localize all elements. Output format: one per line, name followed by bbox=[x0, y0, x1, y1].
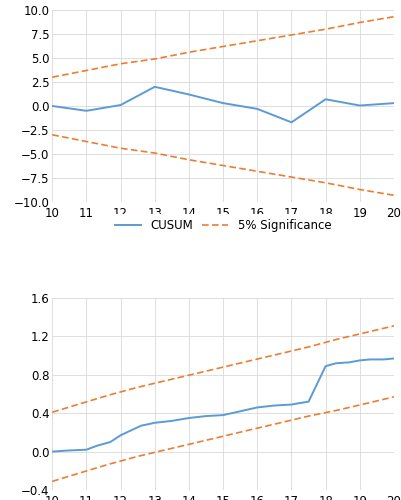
CUSUM of Squares bbox=[391, 356, 395, 362]
5% Significance bbox=[135, 384, 140, 390]
CUSUM bbox=[254, 106, 259, 112]
CUSUM bbox=[288, 120, 293, 126]
CUSUM bbox=[391, 100, 395, 106]
CUSUM bbox=[322, 96, 327, 102]
CUSUM of Squares bbox=[138, 422, 143, 428]
5% Significance bbox=[306, 344, 310, 350]
CUSUM of Squares bbox=[118, 432, 123, 438]
CUSUM bbox=[50, 103, 55, 109]
CUSUM bbox=[356, 102, 361, 108]
CUSUM of Squares bbox=[107, 439, 112, 445]
CUSUM of Squares bbox=[220, 412, 225, 418]
CUSUM of Squares bbox=[288, 402, 293, 407]
5% Significance bbox=[192, 371, 196, 377]
CUSUM of Squares bbox=[84, 446, 89, 452]
CUSUM of Squares bbox=[63, 448, 68, 454]
5% Significance bbox=[78, 400, 83, 406]
CUSUM of Squares bbox=[186, 415, 191, 421]
5% Significance bbox=[152, 56, 157, 62]
CUSUM of Squares bbox=[50, 448, 55, 454]
CUSUM bbox=[118, 102, 123, 108]
5% Significance bbox=[50, 74, 55, 80]
5% Significance bbox=[288, 32, 293, 38]
CUSUM of Squares bbox=[203, 413, 208, 419]
5% Significance bbox=[186, 49, 191, 55]
5% Significance bbox=[334, 336, 338, 342]
5% Significance bbox=[163, 378, 168, 384]
Line: CUSUM of Squares: CUSUM of Squares bbox=[52, 358, 393, 452]
5% Significance bbox=[391, 14, 395, 20]
CUSUM bbox=[152, 84, 157, 90]
CUSUM of Squares bbox=[152, 420, 157, 426]
CUSUM of Squares bbox=[94, 443, 99, 449]
5% Significance bbox=[277, 350, 282, 356]
5% Significance bbox=[391, 323, 395, 329]
Line: 5% Significance: 5% Significance bbox=[52, 16, 393, 77]
5% Significance bbox=[254, 38, 259, 44]
CUSUM of Squares bbox=[322, 363, 327, 369]
Line: 5% Significance: 5% Significance bbox=[52, 326, 393, 412]
5% Significance bbox=[118, 61, 123, 67]
5% Significance bbox=[220, 364, 225, 370]
5% Significance bbox=[84, 68, 89, 73]
CUSUM of Squares bbox=[380, 356, 385, 362]
CUSUM of Squares bbox=[271, 402, 276, 408]
CUSUM of Squares bbox=[346, 360, 351, 366]
CUSUM of Squares bbox=[237, 408, 242, 414]
CUSUM of Squares bbox=[254, 404, 259, 410]
5% Significance bbox=[356, 20, 361, 26]
CUSUM bbox=[220, 100, 225, 106]
CUSUM of Squares bbox=[333, 360, 338, 366]
5% Significance bbox=[362, 330, 367, 336]
CUSUM of Squares bbox=[367, 356, 371, 362]
CUSUM bbox=[84, 108, 89, 114]
5% Significance bbox=[220, 44, 225, 50]
CUSUM of Squares bbox=[306, 398, 310, 404]
5% Significance bbox=[107, 392, 111, 398]
CUSUM of Squares bbox=[294, 400, 298, 406]
CUSUM of Squares bbox=[356, 358, 361, 364]
Legend: CUSUM, 5% Significance: CUSUM, 5% Significance bbox=[109, 214, 336, 238]
Line: CUSUM: CUSUM bbox=[52, 87, 393, 122]
CUSUM of Squares bbox=[128, 428, 133, 434]
5% Significance bbox=[50, 409, 55, 415]
CUSUM of Squares bbox=[169, 418, 174, 424]
5% Significance bbox=[322, 26, 327, 32]
CUSUM bbox=[186, 92, 191, 98]
5% Significance bbox=[249, 358, 253, 364]
